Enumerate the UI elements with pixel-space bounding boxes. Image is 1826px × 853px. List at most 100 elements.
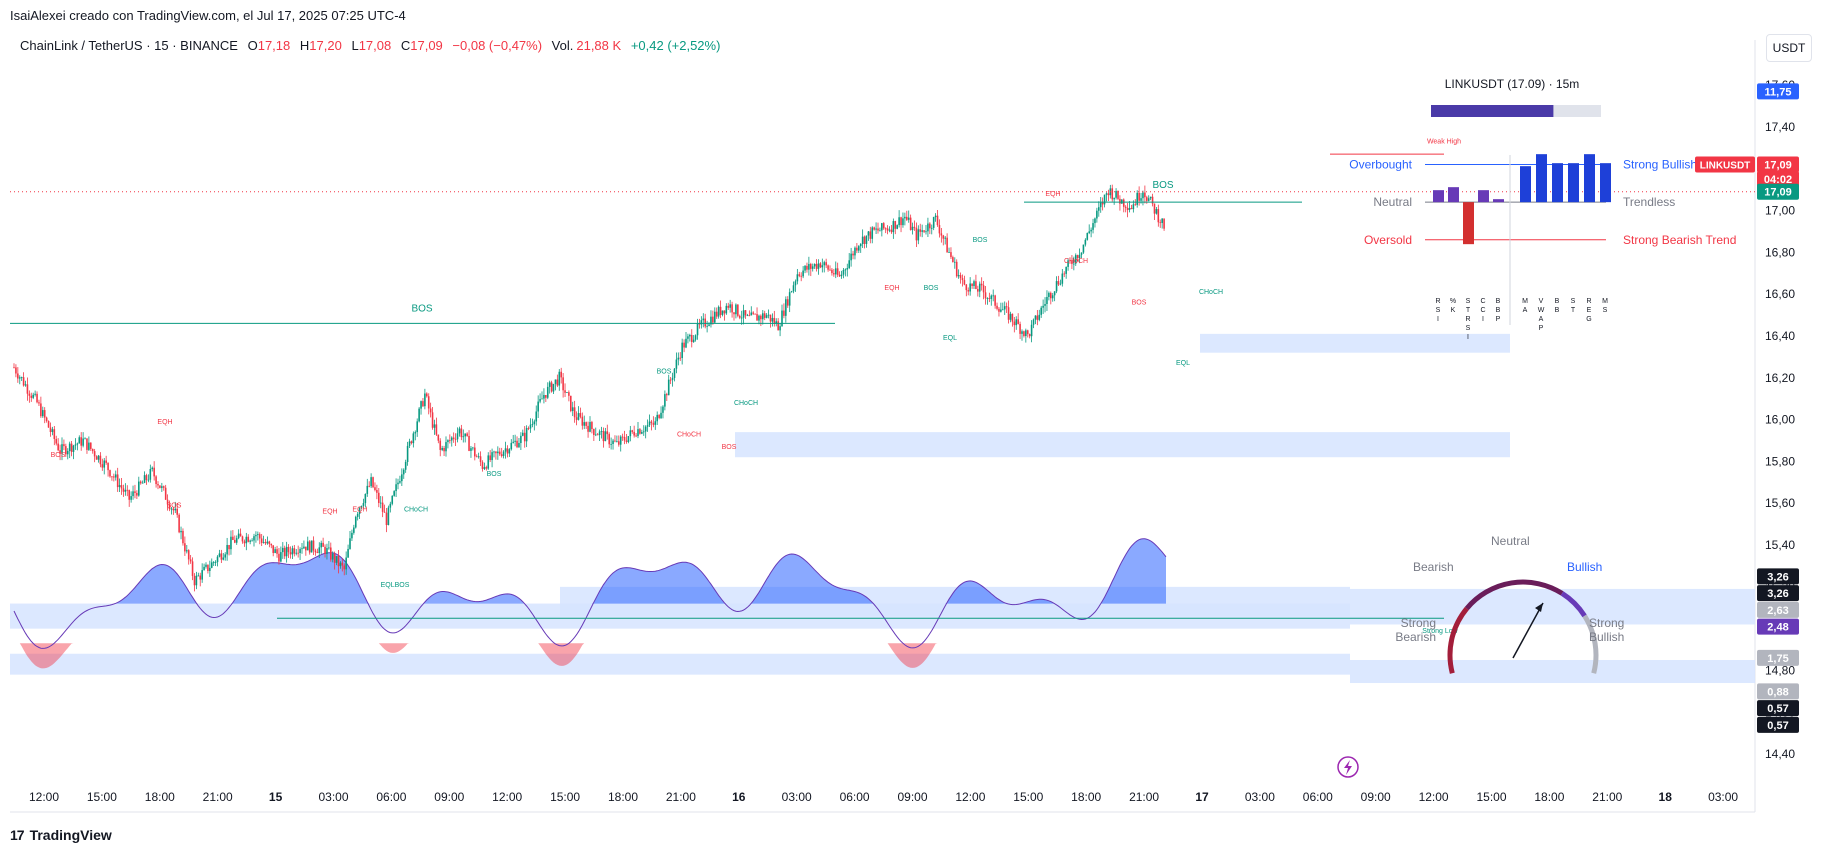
candle-body xyxy=(871,227,874,239)
candle-body xyxy=(708,324,710,326)
candle-body xyxy=(354,516,357,528)
candle-body xyxy=(535,411,538,422)
symbol-name[interactable]: ChainLink / TetherUS · 15 · BINANCE xyxy=(20,38,238,53)
x-tick-label: 15:00 xyxy=(87,790,117,804)
candle-body xyxy=(1044,304,1046,306)
candle-body xyxy=(270,543,273,546)
currency-button[interactable]: USDT xyxy=(1766,34,1812,62)
candle-body xyxy=(341,562,344,566)
candle-body xyxy=(195,575,198,586)
candle-body xyxy=(777,321,779,331)
high-value: 17,20 xyxy=(309,38,342,53)
candle-body xyxy=(139,481,142,484)
candle-body xyxy=(618,441,620,445)
candle-body xyxy=(201,570,203,580)
candle-body xyxy=(510,442,513,450)
candle-body xyxy=(118,485,121,488)
candle-body xyxy=(276,549,278,554)
candle-body xyxy=(652,423,655,425)
candle-body xyxy=(449,440,451,441)
candle-body xyxy=(389,503,392,508)
candle-body xyxy=(1153,203,1156,214)
candle-body xyxy=(328,547,330,549)
candle-body xyxy=(961,278,964,281)
candle-body xyxy=(806,265,808,270)
candle-body xyxy=(347,548,349,558)
volume-change: +0,42 (+2,52%) xyxy=(630,38,721,53)
candle-body xyxy=(714,311,716,323)
candle-body xyxy=(635,435,637,437)
candle-body xyxy=(1030,324,1033,337)
candle-body xyxy=(186,550,188,552)
candle-body xyxy=(896,225,898,229)
candle-body xyxy=(562,377,564,391)
candle-body xyxy=(345,557,347,570)
candle-body xyxy=(99,455,102,465)
candle-body xyxy=(566,392,568,394)
candle-body xyxy=(289,552,292,555)
gauge-arc-bullish xyxy=(1560,591,1587,618)
candle-body xyxy=(694,335,697,340)
candle-body xyxy=(577,413,580,420)
candle-body xyxy=(353,527,355,533)
candle-body xyxy=(654,421,657,425)
gauge-strong-bearish-label: Strong xyxy=(1401,616,1436,630)
candle-body xyxy=(138,481,140,496)
candle-body xyxy=(811,266,814,269)
candle-body xyxy=(439,440,442,450)
candle-body xyxy=(604,431,607,442)
candle-body xyxy=(141,482,144,484)
y-tick-label: 16,00 xyxy=(1765,413,1795,427)
panel-bar-right xyxy=(1584,154,1595,203)
candle-body xyxy=(554,379,557,384)
candle-body xyxy=(823,262,826,266)
candle-body xyxy=(93,451,96,457)
candle-body xyxy=(26,384,29,394)
candle-body xyxy=(257,534,259,536)
candle-body xyxy=(950,252,952,258)
candle-body xyxy=(929,223,931,229)
candle-body xyxy=(873,227,875,230)
candle-body xyxy=(1017,319,1019,324)
candle-body xyxy=(800,275,802,277)
candle-body xyxy=(844,269,847,271)
structure-label: BOS xyxy=(51,452,66,459)
candle-body xyxy=(892,221,895,233)
candle-body xyxy=(986,298,989,299)
candle-body xyxy=(40,403,42,417)
candle-body xyxy=(234,539,236,543)
candle-body xyxy=(53,429,56,439)
candle-body xyxy=(497,451,499,454)
candle-body xyxy=(669,379,672,381)
gauge-arc-strong-bullish xyxy=(1582,614,1599,674)
candle-body xyxy=(756,314,758,321)
candle-body xyxy=(1088,231,1090,233)
candle-body xyxy=(203,566,205,571)
candle-body xyxy=(715,311,718,317)
candle-body xyxy=(260,538,263,543)
x-tick-label: 12:00 xyxy=(1419,790,1449,804)
candle-body xyxy=(798,274,801,276)
candle-body xyxy=(101,464,104,468)
candle-body xyxy=(856,247,858,251)
candle-body xyxy=(627,436,630,442)
tradingview-logo[interactable]: 17 TradingView xyxy=(10,827,112,843)
candle-body xyxy=(460,428,463,438)
candle-body xyxy=(95,456,98,460)
candle-body xyxy=(22,377,25,386)
candle-body xyxy=(464,433,466,437)
panel-bar-label: B xyxy=(1555,298,1560,305)
candle-body xyxy=(548,382,551,387)
candle-body xyxy=(666,394,668,396)
candle-body xyxy=(1061,273,1064,284)
structure-label: EQH xyxy=(884,285,899,292)
candle-body xyxy=(1005,306,1008,308)
candle-body xyxy=(762,313,764,320)
candle-body xyxy=(1076,255,1079,259)
candle-body xyxy=(418,408,420,422)
candle-body xyxy=(429,408,432,413)
candle-body xyxy=(437,434,440,441)
candle-body xyxy=(1121,199,1123,204)
candle-body xyxy=(877,228,879,231)
